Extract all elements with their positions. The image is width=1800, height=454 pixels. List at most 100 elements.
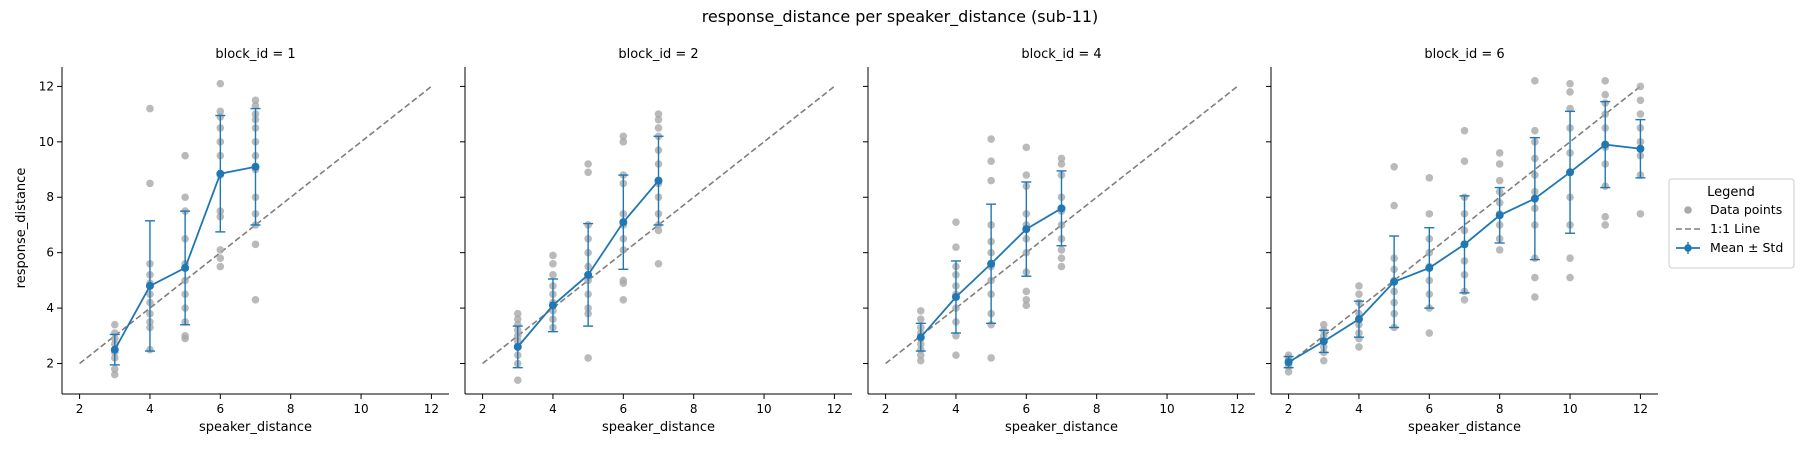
data-point	[1601, 90, 1610, 99]
data-point	[654, 124, 663, 132]
mean-marker	[1284, 358, 1293, 367]
data-point	[987, 176, 995, 185]
data-point	[251, 295, 260, 304]
data-point	[146, 179, 154, 188]
data-point	[619, 132, 628, 141]
data-point	[1057, 160, 1066, 168]
data-point	[654, 110, 663, 118]
x-axis-label: speaker_distance	[1408, 420, 1521, 435]
identity-line	[482, 85, 835, 365]
x-tick-label: 6	[1022, 402, 1030, 416]
data-point	[619, 295, 628, 304]
identity-line	[1288, 85, 1641, 365]
panels: block_id = 1 2 4 6 8 10 12 2 4 6 8 10 12 speaker_dist…	[39, 47, 1658, 435]
y-tick-label: 8	[46, 190, 54, 204]
x-tick-label: 8	[1496, 402, 1504, 416]
data-point	[1022, 295, 1031, 304]
data-point	[1460, 157, 1469, 166]
data-point	[1460, 295, 1469, 304]
legend-entry: 1:1 Line	[1676, 221, 1760, 236]
y-tick-label: 6	[46, 246, 54, 260]
mean-marker	[654, 176, 663, 185]
mean-marker	[1495, 211, 1504, 220]
data-point	[916, 307, 925, 315]
data-point	[513, 376, 522, 384]
data-point	[1022, 287, 1031, 296]
legend-frame	[1668, 178, 1795, 269]
mean-marker	[216, 169, 225, 178]
x-tick-label: 2	[479, 402, 487, 416]
data-point	[146, 104, 154, 113]
data-point	[1319, 356, 1328, 365]
legend-marker-points	[1684, 206, 1692, 214]
data-point	[952, 351, 960, 360]
data-point	[216, 79, 225, 88]
x-tick-label: 10	[1159, 402, 1174, 416]
data-point	[1531, 273, 1539, 282]
mean-marker	[1354, 315, 1363, 324]
x-tick-label: 12	[1633, 402, 1648, 416]
panel-2: block_id = 2 2 4 6 8 10 12 speaker_distance	[460, 47, 852, 435]
identity-line	[79, 85, 432, 365]
data-point	[1566, 254, 1574, 263]
data-point	[654, 115, 663, 124]
x-tick-label: 10	[1562, 402, 1577, 416]
data-point	[1425, 210, 1434, 218]
mean-marker	[1601, 140, 1610, 149]
legend-label: Mean ± Std	[1710, 240, 1783, 255]
data-point	[181, 332, 189, 340]
data-point	[216, 107, 225, 116]
legend-marker-mean	[1684, 244, 1692, 252]
data-point	[619, 138, 628, 146]
legend-title: Legend	[1707, 185, 1755, 200]
data-point	[1355, 343, 1363, 351]
data-point	[1022, 171, 1031, 179]
data-point	[1425, 329, 1434, 337]
data-point	[584, 168, 592, 177]
legend: Legend Data points 1:1 Line Mean ± Std	[1668, 178, 1795, 269]
data-point	[1057, 246, 1066, 254]
data-point	[1319, 320, 1328, 329]
mean-marker	[1425, 263, 1434, 272]
x-tick-label: 6	[216, 402, 224, 416]
data-point	[952, 218, 960, 226]
x-tick-label: 8	[690, 402, 698, 416]
mean-marker	[1022, 225, 1031, 234]
data-point	[251, 240, 260, 249]
data-point	[1390, 201, 1398, 210]
legend-entry: Data points	[1684, 202, 1782, 217]
data-point	[549, 259, 557, 268]
data-point	[916, 315, 925, 323]
data-point	[1022, 301, 1031, 310]
y-tick-label: 2	[46, 357, 54, 371]
x-tick-label: 4	[549, 402, 557, 416]
data-point	[1495, 149, 1504, 157]
data-point	[216, 262, 225, 271]
data-point	[952, 243, 960, 251]
data-point	[549, 251, 557, 260]
data-point	[1566, 79, 1574, 88]
panel-4: block_id = 6 2 4 6 8 10 12 speaker_distance	[1266, 47, 1658, 435]
data-point	[110, 320, 119, 329]
data-point	[1636, 110, 1645, 118]
panel-title: block_id = 2	[618, 47, 698, 62]
data-point	[1566, 88, 1574, 96]
data-point	[584, 354, 592, 362]
panel-3: block_id = 4 2 4 6 8 10 12 speaker_distance	[863, 47, 1255, 435]
x-tick-label: 10	[353, 402, 368, 416]
data-point	[916, 351, 925, 360]
data-point	[1531, 293, 1539, 301]
data-point	[513, 309, 522, 318]
data-point	[1495, 176, 1504, 185]
y-tick-label: 4	[46, 301, 54, 315]
identity-line	[885, 85, 1238, 365]
data-point	[513, 315, 522, 323]
x-tick-label: 12	[424, 402, 439, 416]
data-point	[1636, 82, 1645, 91]
mean-marker	[181, 263, 190, 272]
x-tick-label: 6	[1425, 402, 1433, 416]
data-point	[1355, 282, 1363, 290]
x-tick-label: 4	[1355, 402, 1363, 416]
data-point	[216, 246, 225, 254]
data-point	[1601, 221, 1610, 229]
